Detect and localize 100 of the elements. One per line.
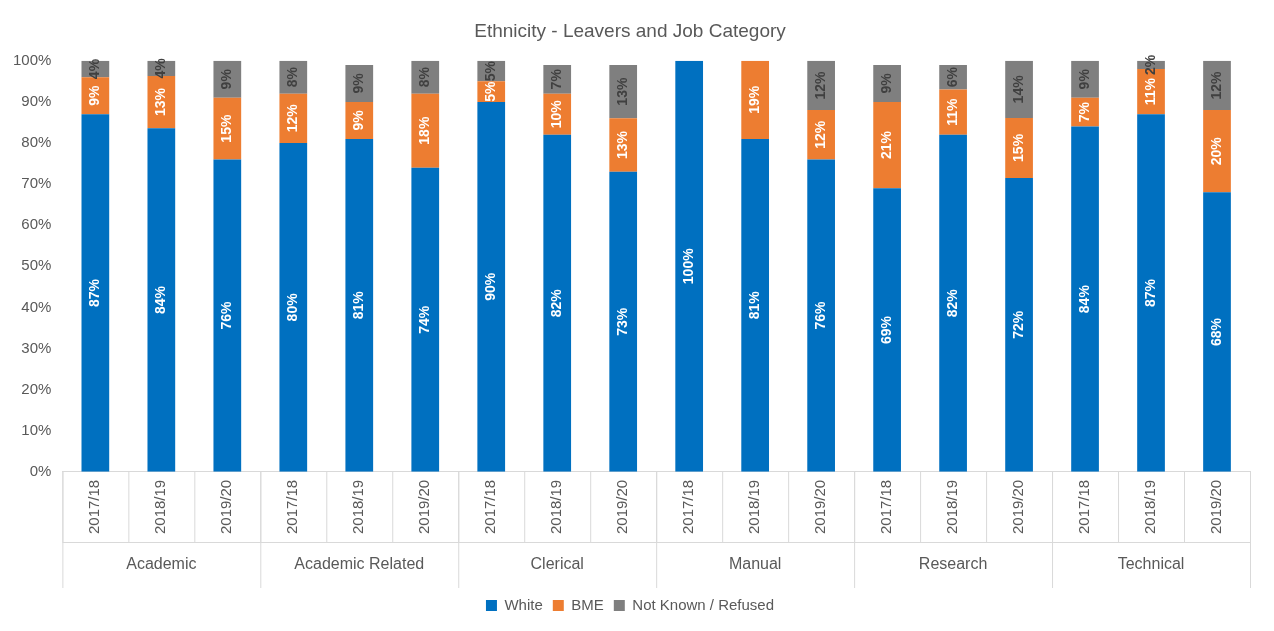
y-tick-label: 80% (21, 133, 52, 151)
data-label: 74% (416, 305, 433, 334)
legend-label: Not Known / Refused (632, 595, 775, 613)
data-label: 8% (284, 66, 301, 88)
data-label: 11% (1141, 77, 1158, 106)
data-label: 15% (1009, 133, 1026, 162)
chart-title: Ethnicity - Leavers and Job Category (474, 19, 787, 41)
bar (411, 167, 440, 472)
bar (675, 60, 704, 472)
x-tick-label: 2017/18 (481, 479, 499, 535)
data-label: 7% (548, 68, 565, 90)
bar (213, 159, 242, 472)
data-label: 5% (482, 80, 499, 102)
data-label: 87% (86, 278, 103, 308)
data-label: 11% (943, 98, 960, 126)
data-label: 84% (152, 285, 169, 315)
x-tick-label: 2019/20 (1207, 479, 1225, 535)
data-label: 8% (416, 66, 433, 88)
bar (609, 171, 638, 472)
data-label: 72% (1009, 310, 1026, 339)
text: Research (918, 555, 988, 573)
data-label: 81% (350, 290, 367, 320)
data-label: 19% (746, 85, 763, 114)
x-tick-label: 2017/18 (283, 479, 301, 535)
bar (147, 128, 176, 472)
data-label: 6% (943, 66, 960, 88)
bar (1071, 126, 1099, 472)
bar (741, 138, 770, 472)
bar (741, 60, 770, 139)
data-label: 90% (482, 272, 499, 301)
bar (1203, 192, 1231, 472)
bar (873, 101, 901, 189)
legend-label: White (504, 595, 543, 613)
x-tick-label: 2018/19 (349, 479, 367, 535)
data-label: 9% (877, 72, 894, 94)
data-label: 20% (1207, 136, 1224, 166)
y-tick-label: 90% (21, 92, 52, 110)
data-label: 9% (350, 72, 367, 94)
x-tick-label: 2017/18 (1075, 479, 1093, 535)
data-label: 13% (614, 130, 631, 160)
bar (411, 93, 440, 168)
data-label: 80% (284, 292, 301, 322)
data-label: 18% (416, 116, 433, 145)
data-label: 9% (1075, 68, 1092, 90)
data-label: 76% (811, 301, 828, 330)
text: Technical (1117, 555, 1185, 573)
data-label: 76% (218, 301, 235, 330)
bar (807, 159, 835, 472)
text: Academic Related (294, 555, 425, 573)
x-tick-label: 2019/20 (811, 479, 829, 535)
data-label: 68% (1207, 317, 1224, 347)
y-tick-label: 40% (21, 297, 52, 315)
x-tick-label: 2019/20 (217, 479, 235, 535)
data-label: 7% (1075, 101, 1092, 123)
y-tick-label: 20% (21, 379, 52, 397)
data-label: 15% (218, 114, 235, 143)
x-tick-label: 2017/18 (85, 479, 103, 535)
data-label: 12% (1207, 70, 1224, 100)
y-tick-label: 0% (29, 461, 52, 479)
data-label: 9% (350, 109, 367, 131)
legend-label: BME (571, 595, 604, 613)
bar (345, 138, 374, 472)
data-label: 84% (1075, 284, 1092, 314)
data-label: 13% (152, 87, 169, 117)
x-tick-label: 2018/19 (151, 479, 169, 535)
x-tick-label: 2018/19 (943, 479, 961, 535)
bar (279, 143, 308, 472)
data-label: 13% (614, 77, 631, 106)
x-tick-label: 2018/19 (1141, 479, 1159, 535)
data-label: 21% (877, 130, 894, 160)
x-tick-label: 2019/20 (613, 479, 631, 535)
data-label: 14% (1009, 74, 1026, 104)
bar (1005, 177, 1033, 472)
data-label: 87% (1141, 278, 1158, 308)
data-label: 9% (86, 85, 103, 106)
data-label: 5% (482, 60, 499, 82)
x-tick-label: 2018/19 (745, 479, 763, 535)
bar (477, 101, 506, 472)
data-label: 12% (811, 70, 828, 100)
data-label: 4% (152, 57, 169, 79)
bar (939, 134, 967, 472)
data-label: 12% (811, 120, 828, 149)
text: Manual (728, 555, 782, 573)
text: Clerical (530, 555, 584, 573)
y-tick-label: 10% (21, 420, 52, 438)
text: Academic (126, 555, 197, 573)
bar (81, 114, 110, 472)
data-label: 100% (680, 247, 697, 285)
data-label: 2% (1141, 54, 1158, 76)
bar (1137, 114, 1165, 472)
data-label: 69% (877, 315, 894, 345)
bar (1203, 110, 1231, 193)
x-tick-label: 2017/18 (877, 479, 895, 535)
y-tick-label: 50% (21, 256, 52, 274)
data-label: 82% (548, 288, 565, 318)
data-label: 73% (614, 307, 631, 336)
data-label: 10% (548, 99, 565, 129)
bar (873, 188, 901, 472)
x-tick-label: 2017/18 (679, 479, 697, 535)
data-label: 12% (284, 103, 301, 133)
